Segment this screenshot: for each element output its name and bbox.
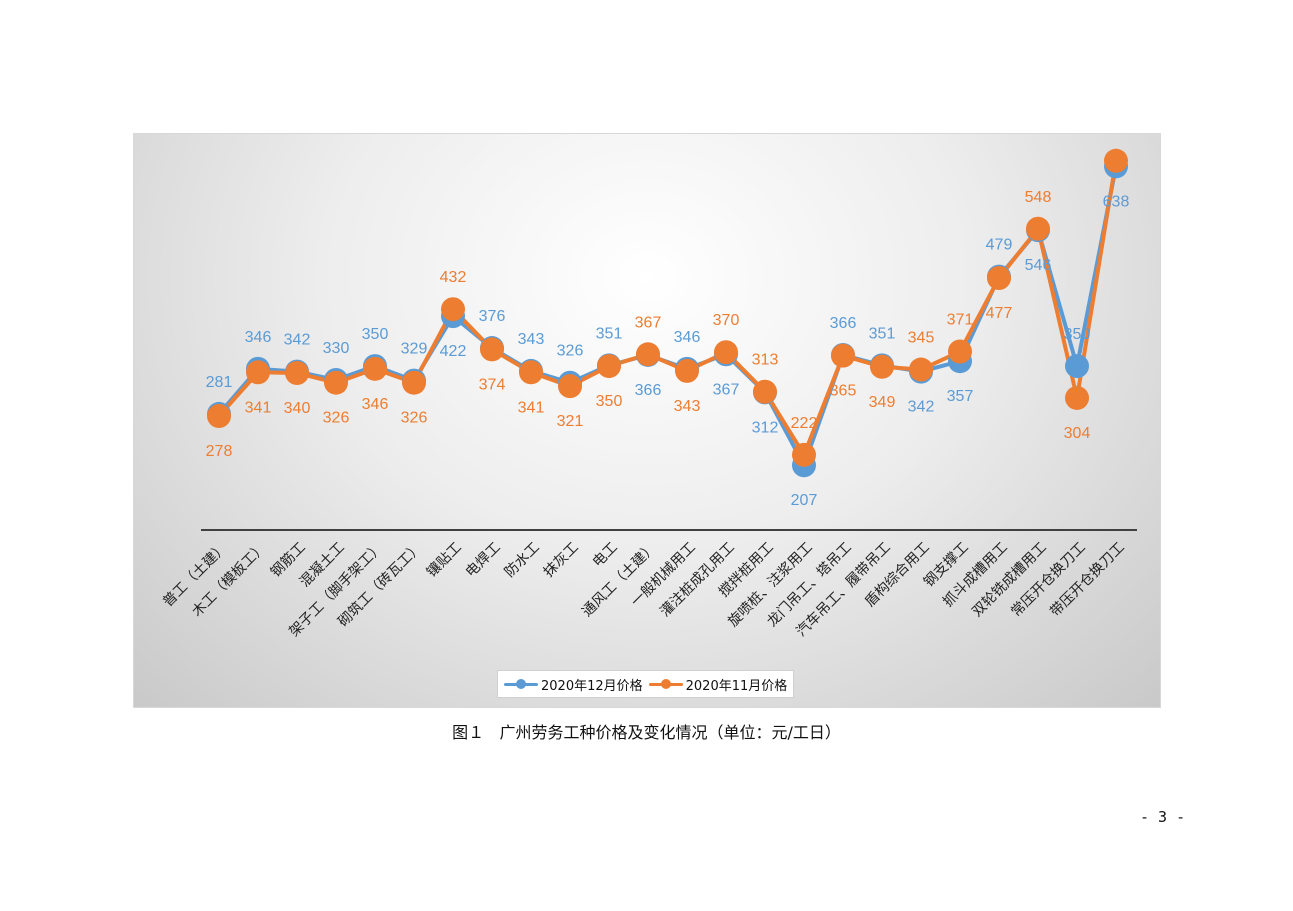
data-label-nov: 304	[1064, 425, 1091, 442]
data-label-nov: 326	[323, 410, 350, 427]
marker-nov	[246, 360, 270, 385]
data-label-dec: 350	[362, 326, 389, 343]
data-label-nov: 548	[1025, 189, 1052, 206]
data-label-dec: 346	[674, 329, 701, 346]
data-label-dec: 329	[401, 341, 428, 358]
data-label-dec: 638	[1103, 193, 1130, 210]
data-label-nov: 345	[908, 330, 935, 347]
marker-nov	[714, 340, 738, 365]
series-lines	[217, 160, 1118, 468]
figure-caption: 图１ 广州劳务工种价格及变化情况（单位：元/工日）	[0, 719, 1293, 743]
x-tick-labels: 普工（土建）木工（模板工）钢筋工混凝土工架子工（脚手架工）砌筑工（砖瓦工）镶贴工…	[160, 539, 1128, 640]
data-label-dec: 366	[830, 315, 857, 332]
data-label-nov: 367	[635, 314, 662, 331]
data-label-nov: 371	[947, 312, 974, 329]
data-label-dec: 479	[986, 237, 1013, 254]
data-label-dec: 376	[479, 308, 506, 325]
marker-nov	[207, 404, 231, 428]
legend-label-dec: 2020年12月价格	[541, 678, 643, 694]
data-label-nov: 374	[479, 376, 506, 393]
marker-nov	[870, 354, 894, 379]
data-label-nov: 313	[752, 352, 779, 369]
data-labels: 281 346 342 330 350 329 422 376 343 326 351 366 346 3…	[206, 134, 1130, 509]
marker-nov	[363, 356, 387, 381]
marker-nov	[987, 265, 1011, 290]
marker-nov	[1065, 385, 1089, 410]
caption-text: 广州劳务工种价格及变化情况（单位：元/工日）	[499, 723, 841, 742]
marker-nov	[948, 339, 972, 364]
legend-swatch-nov	[648, 678, 683, 690]
marker-nov	[597, 354, 621, 379]
marker-nov	[831, 343, 855, 368]
series-line-dec	[217, 165, 1118, 468]
data-label-nov: 346	[362, 396, 389, 413]
data-label-dec: 330	[323, 340, 350, 357]
data-label-nov: 341	[518, 399, 545, 416]
caption-figure-number: 图１	[452, 723, 485, 742]
data-label-nov: 343	[674, 398, 701, 415]
data-label-dec: 207	[791, 492, 818, 509]
data-label-dec: 342	[284, 332, 311, 349]
marker-nov	[519, 360, 543, 385]
data-label-dec: 367	[713, 381, 740, 398]
data-label-nov: 222	[791, 415, 818, 432]
data-label-nov: 432	[440, 269, 467, 286]
data-label-dec: 281	[206, 374, 233, 391]
marker-nov	[909, 357, 933, 382]
data-label-dec: 546	[1025, 257, 1052, 274]
chart-panel: 281 346 342 330 350 329 422 376 343 326 351 366 346 3…	[133, 133, 1161, 708]
chart-legend: 2020年12月价格 2020年11月价格	[497, 670, 795, 698]
data-label-nov: 340	[284, 400, 311, 417]
data-label-nov: 646	[1103, 134, 1130, 138]
data-label-dec: 350	[1064, 326, 1091, 343]
data-label-nov: 321	[557, 413, 584, 430]
data-label-nov: 326	[401, 410, 428, 427]
data-label-nov: 370	[713, 312, 740, 329]
marker-nov	[675, 358, 699, 383]
data-label-dec: 351	[869, 325, 896, 342]
series-line-nov	[217, 160, 1118, 457]
marker-nov	[480, 337, 504, 362]
x-tick-label: 抹灰工	[541, 540, 582, 581]
legend-item-dec: 2020年12月价格	[504, 675, 643, 694]
data-label-dec: 326	[557, 343, 584, 360]
series-markers	[207, 148, 1128, 478]
data-label-nov: 349	[869, 394, 896, 411]
legend-swatch-dec	[504, 678, 538, 690]
data-label-dec: 351	[596, 325, 623, 342]
data-label-dec: 312	[752, 419, 779, 436]
data-label-dec: 342	[908, 399, 935, 416]
marker-nov	[324, 370, 348, 395]
data-label-nov: 365	[830, 383, 857, 400]
data-label-dec: 346	[245, 329, 272, 346]
data-label-dec: 343	[518, 331, 545, 348]
marker-nov	[402, 370, 426, 395]
data-label-nov: 350	[596, 393, 623, 410]
marker-nov	[636, 342, 660, 367]
data-label-nov: 341	[245, 399, 272, 416]
legend-label-nov: 2020年11月价格	[685, 678, 788, 694]
marker-nov	[753, 379, 777, 404]
marker-nov	[1104, 148, 1128, 173]
x-tick-label: 镶贴工	[423, 539, 465, 581]
data-label-nov: 278	[206, 443, 233, 460]
data-label-dec: 366	[635, 382, 662, 399]
line-chart: 281 346 342 330 350 329 422 376 343 326 351 366 346 3…	[160, 134, 1137, 640]
x-tick-label: 防水工	[502, 540, 543, 581]
data-label-dec: 357	[947, 388, 974, 405]
marker-nov	[558, 374, 582, 399]
data-label-nov: 477	[986, 305, 1013, 322]
marker-nov	[285, 361, 309, 386]
x-tick-label: 电焊工	[463, 540, 504, 581]
data-label-dec: 422	[440, 343, 467, 360]
marker-nov	[792, 442, 816, 467]
page-number: - 3 -	[1140, 808, 1186, 826]
x-tick-label: 电工	[590, 540, 621, 571]
legend-item-nov: 2020年11月价格	[648, 675, 788, 694]
marker-nov	[441, 297, 465, 322]
marker-nov	[1026, 216, 1050, 241]
marker-dec	[1065, 354, 1089, 379]
